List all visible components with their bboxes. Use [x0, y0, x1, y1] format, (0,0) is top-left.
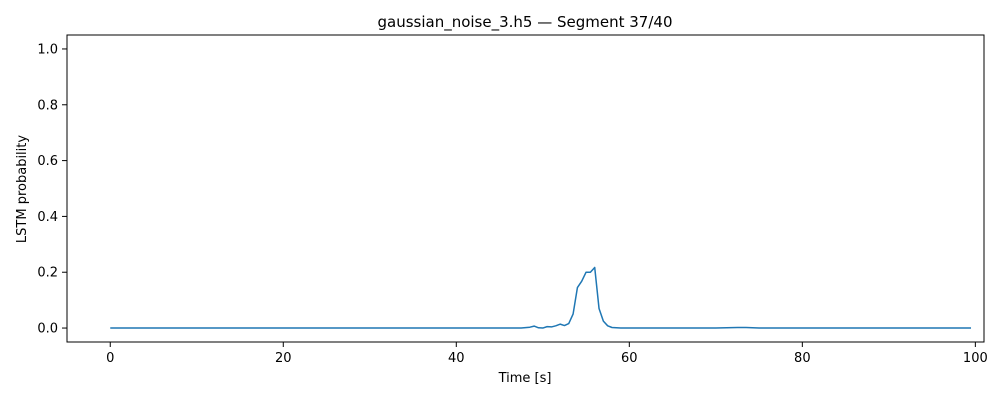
x-tick-label: 100 — [963, 351, 988, 366]
series-line — [110, 266, 972, 329]
x-tick-label: 80 — [794, 351, 811, 366]
y-tick-label: 0.4 — [37, 210, 58, 225]
x-tick-label: 0 — [106, 351, 114, 366]
x-tick-label: 40 — [448, 351, 465, 366]
y-axis: 0.0 0.2 0.4 0.6 0.8 1.0 — [37, 42, 67, 337]
chart-title: gaussian_noise_3.h5 — Segment 37/40 — [377, 13, 672, 32]
x-axis: 0 20 40 60 80 100 — [106, 342, 988, 366]
y-axis-label: LSTM probability — [15, 135, 30, 243]
axes-frame — [66, 34, 985, 343]
x-tick-label: 60 — [621, 351, 638, 366]
x-tick-label: 20 — [275, 351, 292, 366]
y-tick-label: 0.8 — [37, 98, 58, 113]
plot-area — [110, 266, 972, 329]
y-tick-label: 0.6 — [37, 154, 58, 169]
y-tick-label: 0.2 — [37, 266, 58, 281]
y-tick-label: 0.0 — [37, 322, 58, 337]
y-tick-label: 1.0 — [37, 42, 58, 57]
x-axis-label: Time [s] — [498, 371, 552, 386]
